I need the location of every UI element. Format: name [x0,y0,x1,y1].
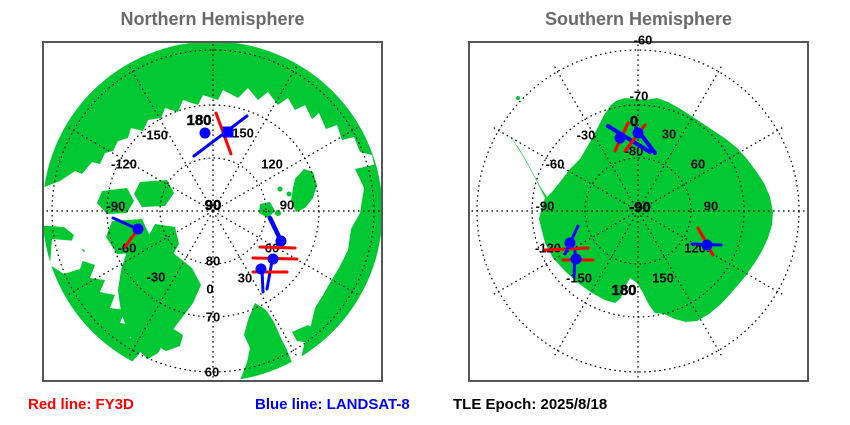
graticule-label: 60 [205,365,219,380]
south-events [543,121,723,279]
north-hemisphere-map: 180-150150-120120-909090-6060-3030800706… [42,41,383,382]
satellite-marker [267,253,279,265]
meridian-line [212,125,361,212]
graticule-label: 70 [206,310,220,325]
land-eurasia [42,41,383,191]
graticule-label: -90 [107,199,126,214]
meridian-line [212,210,361,297]
latitude-circle [584,157,692,265]
graticule-label: -30 [147,270,166,285]
satellite-marker [614,132,626,144]
graticule-label: 90 [280,198,294,213]
graticule-label: -90 [629,199,651,216]
land-svalbard [259,202,275,218]
south-labels: -60-700-30 30-80-60 60-90 -90 90-120 120-150 1… [535,33,718,300]
meridian-line [637,210,724,359]
north-labels: 180-150150-120120-909090-6060-3030800706… [107,112,295,380]
legend-landsat8: Blue line: LANDSAT-8 [255,396,410,413]
satellite-marker [564,237,576,249]
land-greenland [118,240,201,359]
graticule-label: -90 [536,199,555,214]
north-events [111,111,299,294]
satellite-marker [570,253,582,265]
latitude-circle [159,157,267,265]
graticule-label: -120 [111,157,137,172]
landsat8-track-segment [265,259,274,291]
graticule-label: 90 [205,197,222,214]
landsat8-track-segment [606,124,652,154]
satellite-marker [701,239,713,251]
land-kola [292,325,318,343]
south-map-title: Southern Hemisphere [544,9,733,29]
landsat8-track-segment [192,114,249,158]
graticule-label: -150 [566,271,592,286]
hudson-bay [50,239,85,274]
graticule-label: 150 [652,271,674,286]
graticule-label: -150 [142,128,168,143]
graticule-label: -60 [546,157,565,172]
meridian-line [127,210,214,359]
graticule-label: 30 [238,271,252,286]
graticule-label: -60 [634,33,653,48]
south-hemisphere-map: -60 -70 0 -30 30 -80 -60 60 -90 -90 90 -120 120 -150 1… [468,33,809,382]
legend-tle-epoch: TLE Epoch: 2025/8/18 [453,396,608,413]
meridian-line [490,125,639,212]
north-map-title: Northern Hemisphere [120,9,305,29]
graticule-label: 180 [611,282,636,299]
graticule-label: 120 [261,157,283,172]
graticule-label: 180 [186,112,211,129]
graticule-label: -60 [118,241,137,256]
graticule-label: 60 [691,157,705,172]
franz-josef-islet-1 [277,186,283,192]
graticule-label: -30 [577,128,596,143]
arctic-island-1 [97,188,134,214]
satellite-marker [632,127,644,139]
arctic-island-2 [134,180,174,207]
graticule-label: 80 [206,254,220,269]
graticule-label: -70 [630,89,649,104]
graticule-label: 30 [662,127,676,142]
land-novaya-zemlya [291,169,317,212]
meridian-line [552,210,639,359]
graticule-label: 0 [206,282,213,297]
south-islet [516,96,520,100]
south-map-svg: -60-700-30 30-80-60 60-90 -90 90-120 120-150 1… [468,33,809,382]
satellite-marker [199,127,211,139]
satellite-marker [255,263,267,275]
north-map-svg: 180-150150-120120-909090-6060-3030800706… [42,41,383,382]
north-map-border [42,41,383,382]
meridian-line [637,125,786,212]
satellite-marker [222,126,234,138]
graticule-label: 150 [232,126,254,141]
land-britain [253,372,276,382]
satellite-marker [132,223,144,235]
meridian-line [212,210,299,359]
graticule-label: 0 [630,113,638,130]
land-scandinavia [235,303,298,382]
franz-josef-islet-2 [286,191,292,197]
legend-fy3d: Red line: FY3D [28,396,134,413]
land-iceland [154,328,183,351]
satellite-marker [275,235,287,247]
graticule-label: 90 [704,199,718,214]
fy3d-track-segment [258,245,297,250]
graticule-label: -120 [535,241,561,256]
south-map-border [468,41,809,382]
